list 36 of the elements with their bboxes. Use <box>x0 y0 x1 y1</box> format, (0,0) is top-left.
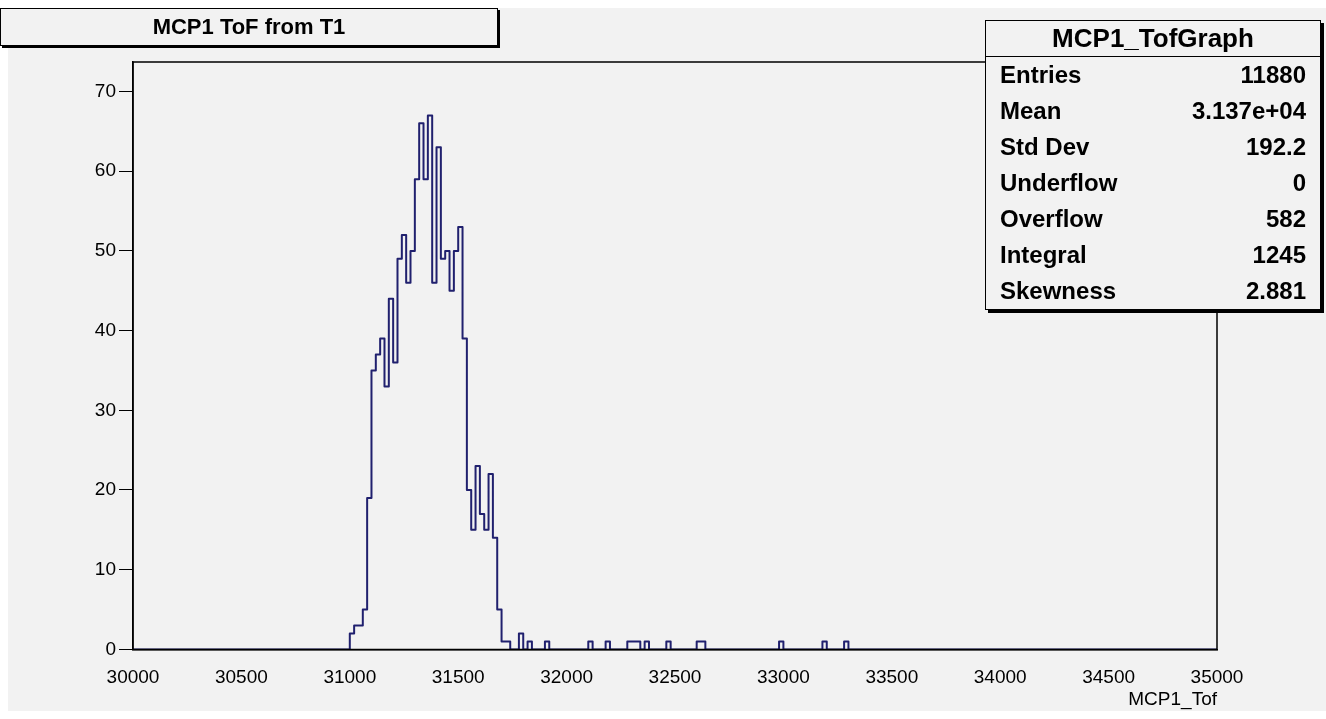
y-tick-label: 10 <box>94 557 116 579</box>
chart-title: MCP1 ToF from T1 <box>0 8 498 46</box>
annotation: Std Dev <box>1000 132 1090 162</box>
y-tick-label: 60 <box>94 159 116 181</box>
text: 1245 <box>1252 240 1306 270</box>
x-tick-label: 32000 <box>540 666 594 688</box>
text: 192.2 <box>1245 132 1306 162</box>
text: 11880 <box>1240 60 1306 90</box>
x-tick-label: 30000 <box>106 666 160 688</box>
y-tick-label: 20 <box>94 478 116 500</box>
text: 2.881 <box>1245 276 1306 306</box>
text: 0 <box>1292 168 1306 198</box>
x-tick-label: 33500 <box>865 666 919 688</box>
annotation: Skewness <box>1000 276 1117 306</box>
x-tick-label: 32500 <box>648 666 702 688</box>
text: MCP1_TofGraph <box>986 21 1320 57</box>
annotation: Entries <box>1000 60 1082 90</box>
text: 582 <box>1265 204 1306 234</box>
x-tick-label: 34500 <box>1082 666 1136 688</box>
y-tick-label: 40 <box>94 318 116 340</box>
x-tick-label: 31000 <box>323 666 377 688</box>
x-tick-label: 35000 <box>1190 666 1244 688</box>
x-tick-label: 31500 <box>431 666 485 688</box>
y-tick-label: 70 <box>94 79 116 101</box>
annotation: Underflow <box>1000 168 1118 198</box>
x-tick-label: 34000 <box>973 666 1027 688</box>
x-tick-label: 33000 <box>756 666 810 688</box>
annotation: Mean <box>1000 96 1062 126</box>
y-tick-label: 30 <box>94 398 116 420</box>
x-tick-label: 30500 <box>214 666 268 688</box>
y-tick-label: 0 <box>105 637 116 659</box>
x-axis-title: MCP1_Tof <box>1128 687 1218 710</box>
annotation: Overflow <box>1000 204 1103 234</box>
y-tick-label: 50 <box>94 239 116 261</box>
annotation: Integral <box>1000 240 1087 270</box>
annotation: 3.137e+04 <box>1191 96 1306 126</box>
